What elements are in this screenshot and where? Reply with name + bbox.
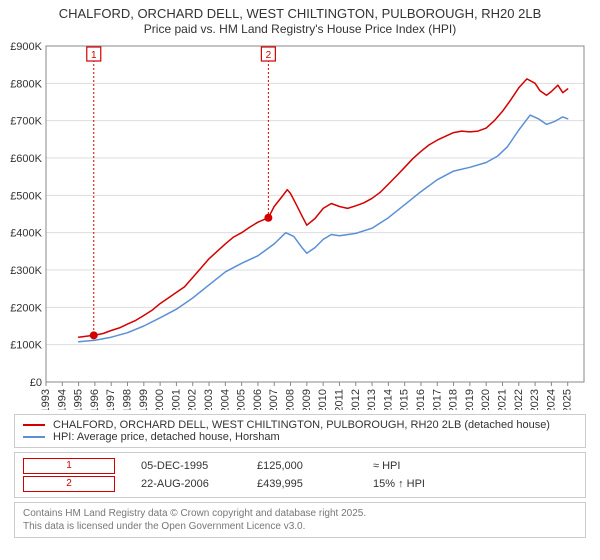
attribution-line: Contains HM Land Registry data © Crown c… bbox=[23, 507, 577, 520]
marker-price: £125,000 bbox=[257, 460, 347, 472]
x-tick-label: 2004 bbox=[219, 389, 231, 410]
x-tick-label: 2000 bbox=[154, 389, 166, 410]
marker-row: 2 22-AUG-2006 £439,995 15% ↑ HPI bbox=[23, 475, 577, 493]
marker-number: 2 bbox=[266, 50, 272, 61]
page-title: CHALFORD, ORCHARD DELL, WEST CHILTINGTON… bbox=[4, 6, 596, 21]
x-tick-label: 2011 bbox=[333, 389, 345, 410]
legend-label: HPI: Average price, detached house, Hors… bbox=[53, 431, 280, 443]
marker-price: £439,995 bbox=[257, 478, 347, 490]
x-tick-label: 2001 bbox=[170, 389, 182, 410]
y-tick-label: £800K bbox=[10, 78, 42, 90]
chart: £0 £100K £200K £300K £400K £500K £600K £700K £80… bbox=[0, 40, 600, 410]
x-tick-label: 2018 bbox=[448, 389, 460, 410]
x-tick-label: 2021 bbox=[496, 389, 508, 410]
x-tick-label: 2017 bbox=[431, 389, 443, 410]
x-tick-label: 2008 bbox=[285, 389, 297, 410]
x-tick-label: 1995 bbox=[73, 389, 85, 410]
x-tick-label: 2002 bbox=[187, 389, 199, 410]
x-tick-label: 2012 bbox=[350, 389, 362, 410]
x-tick-label: 2010 bbox=[317, 389, 329, 410]
legend-label: CHALFORD, ORCHARD DELL, WEST CHILTINGTON… bbox=[53, 419, 550, 431]
marker-row: 1 05-DEC-1995 £125,000 ≈ HPI bbox=[23, 457, 577, 475]
y-tick-label: £700K bbox=[10, 116, 42, 128]
x-tick-label: 2013 bbox=[366, 389, 378, 410]
x-tick-label: 2023 bbox=[529, 389, 541, 410]
marker-badge: 1 bbox=[23, 458, 115, 474]
marker-table: 1 05-DEC-1995 £125,000 ≈ HPI 2 22-AUG-2006 £43… bbox=[14, 452, 586, 498]
y-tick-label: £600K bbox=[10, 153, 42, 165]
attribution: Contains HM Land Registry data © Crown c… bbox=[14, 502, 586, 538]
x-tick-label: 1993 bbox=[40, 389, 52, 410]
x-tick-label: 2019 bbox=[464, 389, 476, 410]
y-tick-label: £300K bbox=[10, 265, 42, 277]
y-tick-label: £0 bbox=[30, 377, 42, 389]
marker-dot bbox=[264, 214, 272, 222]
x-tick-label: 2006 bbox=[252, 389, 264, 410]
x-tick-label: 1999 bbox=[138, 389, 150, 410]
marker-date: 22-AUG-2006 bbox=[141, 478, 231, 490]
y-tick-label: £200K bbox=[10, 302, 42, 314]
chart-svg: £0 £100K £200K £300K £400K £500K £600K £700K £80… bbox=[0, 40, 600, 410]
x-tick-label: 2020 bbox=[480, 389, 492, 410]
legend-item: HPI: Average price, detached house, Hors… bbox=[23, 431, 577, 443]
marker-hpi: 15% ↑ HPI bbox=[373, 478, 463, 490]
legend-swatch bbox=[23, 424, 45, 426]
marker-hpi: ≈ HPI bbox=[373, 460, 463, 472]
legend-swatch bbox=[23, 436, 45, 438]
marker-date: 05-DEC-1995 bbox=[141, 460, 231, 472]
x-tick-label: 2025 bbox=[562, 389, 574, 410]
x-tick-label: 1997 bbox=[105, 389, 117, 410]
x-tick-label: 2005 bbox=[236, 389, 248, 410]
marker-dot bbox=[90, 331, 98, 339]
x-tick-label: 2003 bbox=[203, 389, 215, 410]
x-tick-label: 2014 bbox=[382, 389, 394, 410]
y-tick-label: £500K bbox=[10, 190, 42, 202]
x-tick-label: 1998 bbox=[122, 389, 134, 410]
y-tick-label: £100K bbox=[10, 340, 42, 352]
attribution-line: This data is licensed under the Open Gov… bbox=[23, 520, 577, 533]
x-tick-label: 2015 bbox=[399, 389, 411, 410]
x-tick-label: 2007 bbox=[268, 389, 280, 410]
x-tick-label: 2024 bbox=[545, 389, 557, 410]
legend: CHALFORD, ORCHARD DELL, WEST CHILTINGTON… bbox=[14, 414, 586, 448]
x-tick-label: 1996 bbox=[89, 389, 101, 410]
y-tick-label: £900K bbox=[10, 41, 42, 53]
page-subtitle: Price paid vs. HM Land Registry's House … bbox=[4, 22, 596, 36]
x-tick-label: 2009 bbox=[301, 389, 313, 410]
marker-number: 1 bbox=[91, 50, 97, 61]
marker-badge: 2 bbox=[23, 476, 115, 492]
x-tick-label: 2016 bbox=[415, 389, 427, 410]
y-tick-label: £400K bbox=[10, 228, 42, 240]
legend-item: CHALFORD, ORCHARD DELL, WEST CHILTINGTON… bbox=[23, 419, 577, 431]
x-tick-label: 2022 bbox=[513, 389, 525, 410]
x-tick-label: 1994 bbox=[56, 389, 68, 410]
